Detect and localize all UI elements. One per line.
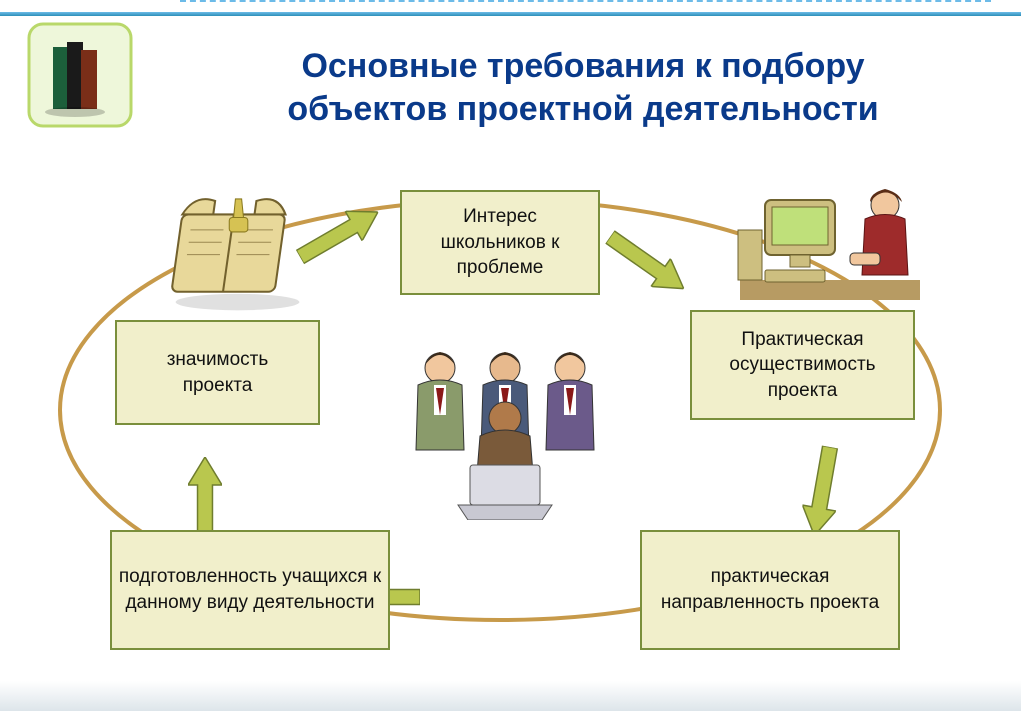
books-corner-icon xyxy=(25,20,135,130)
title-line-1: Основные требования к подбору xyxy=(175,45,991,88)
diagram-area: Интерес школьников к проблеме значимость … xyxy=(0,170,1021,711)
clipart-group xyxy=(385,330,625,520)
title-line-2: объектов проектной деятельности xyxy=(175,88,991,131)
top-dashes xyxy=(180,0,991,2)
node-n4: подготовленность учащихся к данному виду… xyxy=(110,530,390,650)
node-n5: практическая направленность проекта xyxy=(640,530,900,650)
node-n1: Интерес школьников к проблеме xyxy=(400,190,600,295)
arrow-a5 xyxy=(188,457,222,537)
top-rule xyxy=(0,12,1021,16)
node-n3: Практическая осуществимость проекта xyxy=(690,310,915,420)
page-title: Основные требования к подбору объектов п… xyxy=(175,45,991,130)
bottom-fade xyxy=(0,681,1021,711)
node-n2: значимость проекта xyxy=(115,320,320,425)
clipart-pc xyxy=(730,175,930,310)
